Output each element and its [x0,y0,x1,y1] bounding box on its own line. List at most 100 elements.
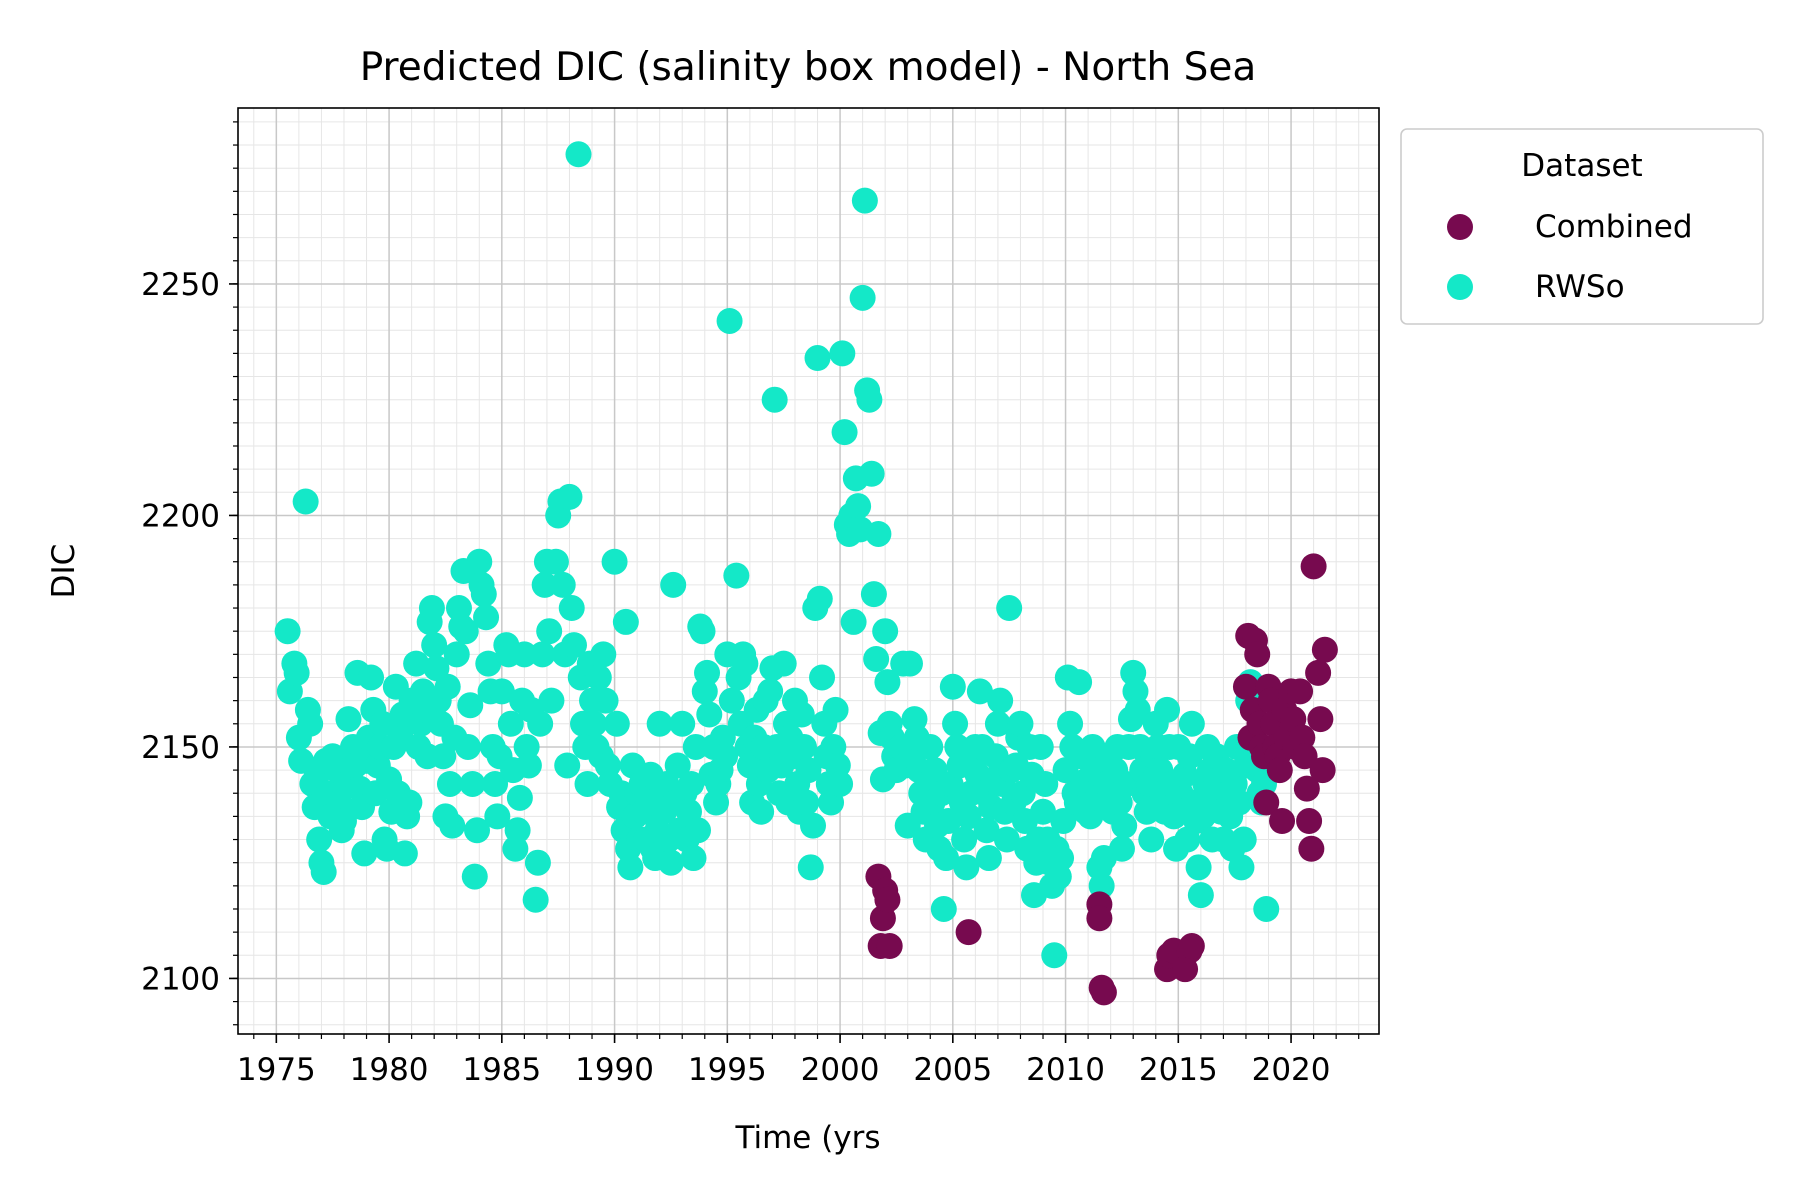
data-point-rwso [538,687,565,714]
x-tick-label: 2000 [801,1052,880,1088]
data-point-rwso [993,826,1020,853]
data-point-rwso [529,641,556,668]
y-tick-label: 2200 [141,498,220,534]
data-point-rwso [917,733,944,760]
data-point-rwso [680,845,707,872]
data-point-rwso [716,307,743,334]
data-point-rwso [443,641,470,668]
data-point-combined [1086,905,1113,932]
x-tick-label: 1985 [462,1052,541,1088]
data-point-rwso [1050,808,1077,835]
data-point-rwso [951,826,978,853]
data-point-rwso [581,710,608,737]
x-tick-label: 2005 [913,1052,992,1088]
x-axis-label: Time (yrs [734,1120,880,1156]
data-point-rwso [549,571,576,598]
data-point-rwso [1111,812,1138,839]
data-point-rwso [459,770,486,797]
data-point-combined [1253,789,1280,816]
x-tick-label: 1990 [575,1052,654,1088]
data-point-rwso [470,581,497,608]
data-point-rwso [685,817,712,844]
data-point-rwso [732,650,759,677]
data-point-rwso [601,548,628,575]
data-point-rwso [793,789,820,816]
data-points [274,141,1338,1006]
legend-box [1400,128,1764,325]
data-point-rwso [391,840,418,867]
data-point-rwso [461,863,488,890]
x-tick-label: 2010 [1026,1052,1105,1088]
data-point-rwso [840,608,867,635]
data-point-rwso [554,752,581,779]
legend: Dataset Combined RWSo [1400,128,1764,325]
data-point-rwso [515,752,542,779]
legend-title: Dataset [1521,148,1642,184]
data-point-rwso [504,817,531,844]
data-point-rwso [996,595,1023,622]
data-point-rwso [860,581,887,608]
data-point-rwso [565,141,592,168]
data-point-rwso [696,701,723,728]
data-point-combined [1291,743,1318,770]
data-point-rwso [757,678,784,705]
data-point-rwso [896,650,923,677]
data-point-rwso [1187,882,1214,909]
data-point-rwso [851,187,878,214]
data-point-rwso [790,733,817,760]
data-point-rwso [761,386,788,413]
data-point-rwso [403,650,430,677]
data-point-rwso [306,826,333,853]
data-point-combined [1287,678,1314,705]
data-point-rwso [1066,669,1093,696]
data-point-rwso [524,849,551,876]
data-point-rwso [845,493,872,520]
data-point-rwso [457,692,484,719]
data-point-rwso [418,595,445,622]
data-point-rwso [475,650,502,677]
y-axis-label: DIC [46,544,82,599]
data-point-rwso [1154,696,1181,723]
data-point-rwso [809,664,836,691]
data-point-rwso [827,770,854,797]
legend-marker-combined [1447,214,1473,240]
data-point-combined [1178,933,1205,960]
data-point-rwso [1230,826,1257,853]
data-point-rwso [1138,826,1165,853]
data-point-rwso [522,886,549,913]
data-point-rwso [558,595,585,622]
data-point-rwso [975,845,1002,872]
data-point-rwso [678,770,705,797]
x-tick-label: 2015 [1139,1052,1218,1088]
data-point-rwso [966,678,993,705]
data-point-rwso [351,840,378,867]
data-point-rwso [664,752,691,779]
legend-marker-rwso [1447,274,1473,300]
data-point-combined [955,919,982,946]
data-point-rwso [590,641,617,668]
data-point-rwso [488,678,515,705]
data-point-rwso [953,854,980,881]
data-point-rwso [421,632,448,659]
data-point-rwso [574,770,601,797]
data-point-combined [1232,673,1259,700]
data-point-rwso [712,743,739,770]
legend-label-combined: Combined [1535,209,1693,245]
data-point-rwso [935,808,962,835]
data-point-rwso [527,710,554,737]
data-point-combined [1298,835,1325,862]
data-point-rwso [1048,845,1075,872]
data-point-rwso [660,571,687,598]
data-point-rwso [455,733,482,760]
data-point-rwso [1178,710,1205,737]
data-point-combined [1311,636,1338,663]
data-point-rwso [310,858,337,885]
data-point-rwso [473,604,500,631]
data-point-rwso [770,650,797,677]
data-point-rwso [942,710,969,737]
data-point-rwso [335,706,362,733]
data-point-rwso [669,710,696,737]
data-point-rwso [497,710,524,737]
